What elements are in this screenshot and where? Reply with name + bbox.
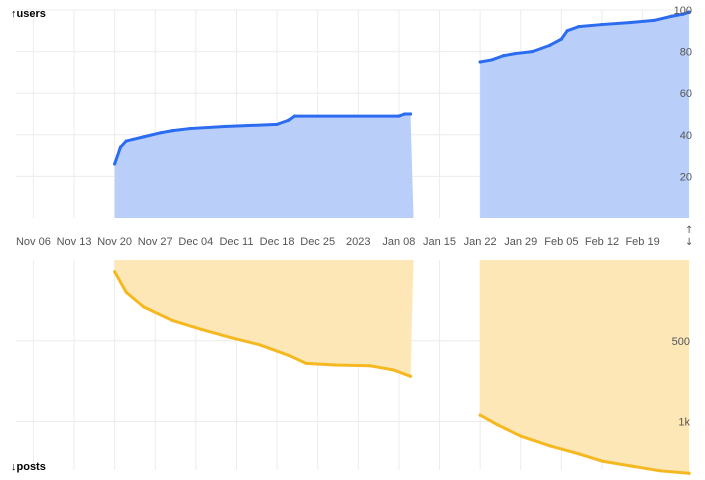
users-point <box>188 126 192 131</box>
x-tick-label: Jan 29 <box>504 236 537 248</box>
users-point <box>124 139 128 143</box>
posts-series <box>113 260 691 475</box>
posts-point <box>142 305 146 309</box>
posts-point <box>113 270 117 274</box>
users-point <box>548 43 552 47</box>
users-axis-title: ↑users <box>11 8 46 20</box>
posts-area <box>114 260 414 377</box>
x-tick-label: Nov 13 <box>57 236 92 248</box>
users-point <box>397 114 401 118</box>
users-point <box>669 14 674 18</box>
users-point <box>577 25 581 29</box>
x-tick-label: Jan 22 <box>464 236 497 248</box>
users-point <box>403 112 407 116</box>
users-point <box>501 54 505 58</box>
users-area <box>480 12 689 218</box>
posts-point <box>368 364 372 368</box>
users-point <box>652 18 656 22</box>
posts-point <box>333 363 337 367</box>
users-tick-label: 80 <box>680 47 692 59</box>
users-series <box>113 10 691 218</box>
users-axis-ticks: 20 40 60 80 100 <box>674 5 692 183</box>
posts-point <box>495 423 500 427</box>
users-point <box>565 29 569 33</box>
x-tick-label: Dec 11 <box>219 236 253 248</box>
x-tick-label: Dec 25 <box>300 236 335 248</box>
users-point <box>559 37 563 41</box>
posts-tick-label: 1k <box>678 417 690 429</box>
posts-axis-title: ↓posts <box>11 461 46 473</box>
posts-point <box>687 471 691 475</box>
users-point <box>600 22 604 27</box>
posts-point <box>258 343 262 347</box>
users-point <box>530 50 534 54</box>
users-point <box>513 52 517 56</box>
x-tick-label: Feb 05 <box>544 236 578 248</box>
users-point <box>687 10 691 14</box>
posts-tick-label: 500 <box>672 336 690 348</box>
users-point <box>292 114 297 118</box>
posts-point <box>304 361 308 365</box>
x-tick-label: Dec 18 <box>260 236 295 248</box>
users-tick-label: 20 <box>680 171 692 183</box>
posts-point <box>519 434 523 438</box>
arrow-up-icon: ↑ <box>685 225 693 236</box>
x-tick-label: Nov 20 <box>97 236 132 248</box>
x-tick-label: Feb 19 <box>625 236 659 248</box>
date-axis-ticks: Nov 06 Nov 13 Nov 20 Nov 27 Dec 04 Dec 11 Dec … <box>16 236 660 248</box>
posts-axis-ticks: 500 1k <box>672 336 691 429</box>
posts-point <box>548 444 552 448</box>
arrow-down-icon: ↓ <box>685 237 693 248</box>
posts-point <box>229 335 233 340</box>
users-point <box>287 118 291 122</box>
users-tick-label: 40 <box>680 130 692 142</box>
users-point <box>490 58 494 62</box>
users-point <box>223 124 227 129</box>
users-point <box>275 122 279 126</box>
users-line <box>113 112 413 166</box>
x-tick-label: Dec 04 <box>178 236 213 248</box>
posts-point <box>600 459 604 463</box>
posts-point <box>124 290 128 294</box>
x-tick-label: Feb 12 <box>585 236 619 248</box>
x-tick-label: Nov 27 <box>138 236 173 248</box>
users-point <box>142 135 146 139</box>
users-tick-label: 100 <box>674 5 692 17</box>
posts-point <box>391 368 395 372</box>
x-tick-label: Jan 08 <box>382 236 415 248</box>
posts-point <box>629 464 633 468</box>
x-tick-label: 2023 <box>346 236 370 248</box>
users-point <box>629 20 633 25</box>
x-tick-label: Jan 15 <box>423 236 456 248</box>
users-point <box>159 131 163 135</box>
posts-point <box>658 469 662 473</box>
users-point <box>118 145 123 149</box>
posts-point <box>200 327 204 332</box>
users-area <box>114 114 414 218</box>
posts-point <box>171 318 175 323</box>
users-point <box>113 162 117 166</box>
posts-point <box>408 374 413 378</box>
posts-point <box>577 452 581 456</box>
users-point <box>478 60 482 64</box>
users-point <box>408 112 413 116</box>
users-point <box>681 12 685 16</box>
x-tick-label: Nov 06 <box>16 236 51 248</box>
posts-point <box>287 353 291 357</box>
posts-area <box>480 260 689 474</box>
posts-point <box>478 413 482 417</box>
users-tick-label: 60 <box>680 88 692 100</box>
users-point <box>171 129 175 133</box>
